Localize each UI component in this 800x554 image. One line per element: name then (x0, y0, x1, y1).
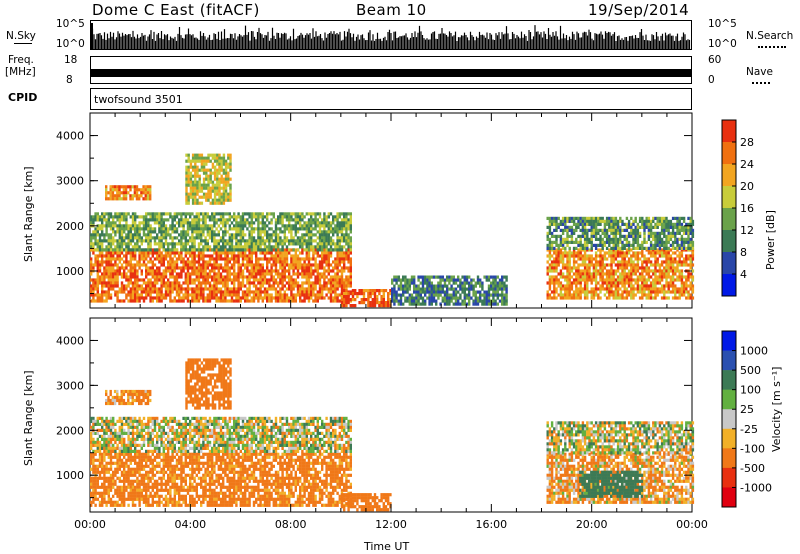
velocity-colorbar-swatch (722, 409, 736, 430)
velocity-colorbar-swatch (722, 389, 736, 410)
velocity-colorbar-tick-label: -1000 (740, 481, 772, 494)
power-ytick-label: 4000 (56, 130, 84, 143)
velocity-colorbar-tick-label: 100 (740, 384, 761, 397)
cpid-label: CPID (8, 91, 38, 104)
power-colorbar-swatch (722, 274, 736, 297)
velocity-colorbar-swatch (722, 331, 736, 351)
nsearch-label: N.Search (746, 30, 794, 42)
power-echo-region (340, 289, 392, 308)
cpid-strip-panel: twofsound 3501 (90, 88, 692, 110)
velocity-xtick-label: 00:00 (74, 518, 106, 531)
power-colorbar-swatch (722, 186, 736, 209)
velocity-colorbar-swatch (722, 467, 736, 488)
freq-trace (91, 69, 691, 77)
velocity-colorbar-swatch (722, 428, 736, 449)
cpid-value: twofsound 3501 (94, 93, 183, 106)
nave-tick-bottom: 0 (708, 74, 715, 86)
freq-label: Freq. (8, 54, 34, 66)
velocity-echo-region (546, 421, 695, 455)
velocity-echo-region (579, 470, 644, 498)
power-colorbar-swatch (722, 120, 736, 143)
freq-strip-panel (90, 56, 692, 84)
velocity-colorbar-swatch (722, 448, 736, 469)
velocity-echo-region (90, 416, 352, 453)
power-echo-region (105, 185, 152, 201)
power-colorbar-tick-label: 4 (740, 268, 747, 281)
power-colorbar-tick-label: 24 (740, 158, 754, 171)
power-colorbar-tick-label: 8 (740, 246, 747, 259)
velocity-xtick-label: 04:00 (174, 518, 206, 531)
velocity-ytick-label: 3000 (56, 379, 84, 392)
velocity-xtick-label: 16:00 (475, 518, 507, 531)
date-title: 19/Sep/2014 (588, 1, 690, 19)
velocity-colorbar-swatch (722, 487, 736, 508)
power-colorbar-tick-label: 16 (740, 202, 754, 215)
velocity-colorbar-tick-label: -25 (740, 423, 758, 436)
velocity-echo-region (185, 358, 232, 410)
velocity-xtick-label: 00:00 (676, 518, 708, 531)
beam-title: Beam 10 (356, 1, 427, 19)
velocity-ytick-label: 1000 (56, 469, 84, 482)
power-colorbar-tick-label: 20 (740, 180, 754, 193)
power-colorbar-swatch (722, 164, 736, 187)
nsearch-marker (758, 46, 786, 48)
nsky-strip-panel (90, 20, 692, 50)
velocity-colorbar-tick-label: -100 (740, 442, 765, 455)
velocity-colorbar-tick-label: 500 (740, 364, 761, 377)
power-echo-region (391, 275, 508, 306)
velocity-colorbar-tick-label: 25 (740, 403, 754, 416)
power-colorbar-swatch (722, 142, 736, 165)
velocity-colorbar-frame (721, 330, 737, 508)
velocity-xtick-label: 12:00 (375, 518, 407, 531)
velocity-colorbar-tick-label: -500 (740, 462, 765, 475)
velocity-colorbar-label: Velocity [m s⁻¹] (770, 366, 783, 452)
nsky-strip-trace (90, 23, 691, 49)
velocity-colorbar-swatch (722, 350, 736, 371)
power-colorbar-swatch (722, 208, 736, 231)
power-ytick-label: 1000 (56, 265, 84, 278)
power-colorbar-swatch (722, 230, 736, 253)
velocity-xtick-label: 20:00 (576, 518, 608, 531)
power-colorbar-tick-label: 12 (740, 224, 754, 237)
power-colorbar-tick-label: 28 (740, 136, 754, 149)
power-echo-region (90, 248, 352, 303)
velocity-echo-region (340, 493, 392, 512)
station-title: Dome C East (fitACF) (92, 1, 260, 19)
freq-tick-bottom: 8 (66, 74, 73, 86)
velocity-echo-region (105, 389, 152, 406)
power-echo-region (185, 153, 232, 205)
nsky-label: N.Sky (6, 30, 36, 42)
power-echoes (90, 153, 695, 308)
nsearch-tick-bottom: 10^0 (708, 38, 737, 50)
velocity-echo-region (90, 452, 352, 507)
power-echo-region (546, 216, 695, 250)
power-echo-region (90, 212, 352, 252)
power-ytick-label: 3000 (56, 175, 84, 188)
velocity-colorbar-swatch (722, 370, 736, 390)
nsearch-tick-top: 10^5 (708, 18, 737, 30)
nave-tick-top: 60 (708, 54, 722, 66)
velocity-ytick-label: 4000 (56, 334, 84, 347)
freq-tick-top: 18 (64, 54, 78, 66)
nsky-tick-bottom: 10^0 (56, 38, 85, 50)
velocity-echoes (90, 358, 695, 512)
power-ytick-label: 2000 (56, 220, 84, 233)
nsky-marker (14, 43, 32, 44)
nave-label: Nave (746, 66, 773, 78)
velocity-colorbar-tick-label: 1000 (740, 345, 768, 358)
nsky-tick-top: 10^5 (56, 18, 85, 30)
velocity-xtick-label: 08:00 (275, 518, 307, 531)
power-colorbar-swatch (722, 252, 736, 275)
nave-marker (752, 82, 770, 84)
velocity-ytick-label: 2000 (56, 424, 84, 437)
x-axis-label: Time UT (364, 540, 410, 553)
freq-unit: [MHz] (5, 66, 36, 78)
